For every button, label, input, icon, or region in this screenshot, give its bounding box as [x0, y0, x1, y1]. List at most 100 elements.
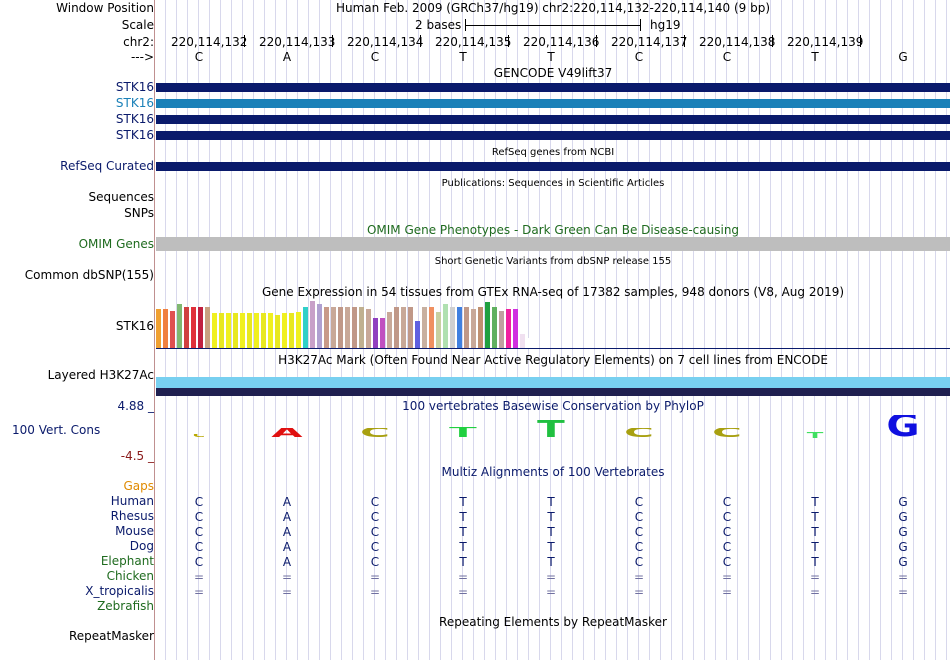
- gencode-transcript-4[interactable]: [156, 131, 950, 140]
- gtex-tissue-bar[interactable]: [303, 307, 308, 348]
- gtex-tissue-bar[interactable]: [177, 304, 182, 348]
- gtex-tissue-bar[interactable]: [471, 309, 476, 348]
- gencode-label-3[interactable]: STK16: [115, 112, 154, 126]
- gtex-tissue-bar[interactable]: [492, 307, 497, 348]
- omim-title[interactable]: OMIM Gene Phenotypes - Dark Green Can Be…: [366, 223, 740, 237]
- dbsnp-title[interactable]: Short Genetic Variants from dbSNP releas…: [434, 256, 672, 267]
- gtex-tissue-bar[interactable]: [163, 309, 168, 348]
- gtex-tissue-bar[interactable]: [219, 313, 224, 348]
- h3k27ac-title[interactable]: H3K27Ac Mark (Often Found Near Active Re…: [278, 353, 828, 367]
- gtex-tissue-bar[interactable]: [450, 307, 455, 348]
- gtex-tissue-bar[interactable]: [485, 302, 490, 348]
- position-tick-mark: [508, 35, 509, 47]
- multiz-title[interactable]: Multiz Alignments of 100 Vertebrates: [441, 465, 665, 479]
- gtex-tissue-bar[interactable]: [268, 313, 273, 348]
- gtex-tissue-bar[interactable]: [478, 307, 483, 348]
- gtex-tissue-bar[interactable]: [359, 307, 364, 348]
- gtex-tissue-bar[interactable]: [233, 313, 238, 348]
- gtex-tissue-bar[interactable]: [247, 313, 252, 348]
- omim-label[interactable]: OMIM Genes: [78, 237, 154, 251]
- gtex-tissue-bar[interactable]: [380, 318, 385, 348]
- omim-feature[interactable]: [156, 237, 950, 251]
- gtex-tissue-bar[interactable]: [324, 307, 329, 348]
- gtex-tissue-bar[interactable]: [156, 309, 161, 348]
- gtex-title[interactable]: Gene Expression in 54 tissues from GTEx …: [261, 285, 845, 299]
- gtex-tissue-bar[interactable]: [226, 313, 231, 348]
- gtex-tissue-bar[interactable]: [366, 309, 371, 348]
- position-tick-label: 220,114,138: [699, 35, 776, 49]
- gtex-tissue-bar[interactable]: [170, 311, 175, 348]
- gtex-tissue-bar[interactable]: [513, 309, 518, 348]
- gtex-tissue-bar[interactable]: [443, 304, 448, 348]
- gtex-tissue-bar[interactable]: [401, 307, 406, 348]
- repeatmasker-title[interactable]: Repeating Elements by RepeatMasker: [439, 615, 667, 629]
- gencode-transcript-1[interactable]: [156, 83, 950, 92]
- gtex-tissue-bar[interactable]: [429, 307, 434, 348]
- gtex-tissue-bar[interactable]: [408, 307, 413, 348]
- snps-label[interactable]: SNPs: [124, 206, 154, 220]
- gtex-tissue-bar[interactable]: [205, 307, 210, 348]
- h3k27ac-signal-light[interactable]: [156, 377, 950, 388]
- multiz-species-label[interactable]: Zebrafish: [97, 599, 154, 613]
- gencode-label-4[interactable]: STK16: [115, 128, 154, 142]
- h3k27ac-signal-dark[interactable]: [156, 388, 950, 396]
- gtex-tissue-bar[interactable]: [310, 301, 315, 348]
- multiz-species-label[interactable]: Elephant: [100, 554, 154, 568]
- gtex-tissue-bar[interactable]: [422, 307, 427, 348]
- refseq-title[interactable]: RefSeq genes from NCBI: [491, 147, 615, 158]
- multiz-species-label[interactable]: Chicken: [106, 569, 154, 583]
- gencode-transcript-3[interactable]: [156, 115, 950, 124]
- gtex-tissue-bar[interactable]: [184, 307, 189, 348]
- gtex-tissue-bar[interactable]: [282, 313, 287, 348]
- publications-title[interactable]: Publications: Sequences in Scientific Ar…: [441, 178, 665, 189]
- gencode-title[interactable]: GENCODE V49lift37: [493, 66, 613, 80]
- h3k27ac-label[interactable]: Layered H3K27Ac: [47, 368, 154, 382]
- gencode-transcript-2[interactable]: [156, 99, 950, 108]
- multiz-gaps-label[interactable]: Gaps: [123, 479, 154, 493]
- gtex-tissue-bar[interactable]: [338, 307, 343, 348]
- gtex-tissue-bar[interactable]: [373, 318, 378, 348]
- gtex-label[interactable]: STK16: [115, 319, 154, 333]
- gtex-tissue-bar[interactable]: [527, 338, 532, 348]
- gtex-tissue-bar[interactable]: [198, 307, 203, 348]
- gtex-tissue-bar[interactable]: [415, 321, 420, 348]
- multiz-species-label[interactable]: Human: [110, 494, 154, 508]
- sequences-label[interactable]: Sequences: [88, 190, 154, 204]
- gtex-tissue-bar[interactable]: [261, 313, 266, 348]
- multiz-aligned-base: T: [811, 555, 819, 569]
- multiz-species-label[interactable]: Rhesus: [110, 509, 154, 523]
- gtex-tissue-bar[interactable]: [457, 307, 462, 348]
- gtex-tissue-bar[interactable]: [317, 304, 322, 348]
- phylop-title[interactable]: 100 vertebrates Basewise Conservation by…: [402, 399, 704, 413]
- gtex-expression-chart[interactable]: [156, 300, 950, 348]
- gtex-tissue-bar[interactable]: [212, 313, 217, 348]
- gtex-tissue-bar[interactable]: [296, 312, 301, 348]
- phylop-label[interactable]: 100 Vert. Cons: [12, 423, 101, 437]
- refseq-transcript[interactable]: [156, 162, 950, 171]
- gtex-tissue-bar[interactable]: [520, 334, 525, 348]
- dbsnp-label[interactable]: Common dbSNP(155): [24, 268, 154, 282]
- gtex-tissue-bar[interactable]: [464, 307, 469, 348]
- gtex-tissue-bar[interactable]: [352, 307, 357, 348]
- gencode-label-2[interactable]: STK16: [115, 96, 154, 110]
- gtex-tissue-bar[interactable]: [275, 315, 280, 348]
- gtex-tissue-bar[interactable]: [345, 307, 350, 348]
- gtex-tissue-bar[interactable]: [387, 312, 392, 348]
- position-tick-mark: [596, 35, 597, 47]
- multiz-species-label[interactable]: Dog: [129, 539, 154, 553]
- repeatmasker-label[interactable]: RepeatMasker: [68, 629, 154, 643]
- gtex-tissue-bar[interactable]: [191, 307, 196, 348]
- gtex-tissue-bar[interactable]: [331, 307, 336, 348]
- gtex-tissue-bar[interactable]: [254, 313, 259, 348]
- multiz-aligned-base: =: [281, 585, 293, 599]
- gtex-tissue-bar[interactable]: [394, 307, 399, 348]
- refseq-label[interactable]: RefSeq Curated: [60, 159, 154, 173]
- gtex-tissue-bar[interactable]: [499, 311, 504, 348]
- gtex-tissue-bar[interactable]: [289, 313, 294, 348]
- gtex-tissue-bar[interactable]: [436, 312, 441, 348]
- gencode-label-1[interactable]: STK16: [115, 80, 154, 94]
- multiz-species-label[interactable]: Mouse: [115, 524, 154, 538]
- gtex-tissue-bar[interactable]: [506, 309, 511, 348]
- gtex-tissue-bar[interactable]: [240, 313, 245, 348]
- multiz-species-label[interactable]: X_tropicalis: [85, 584, 154, 598]
